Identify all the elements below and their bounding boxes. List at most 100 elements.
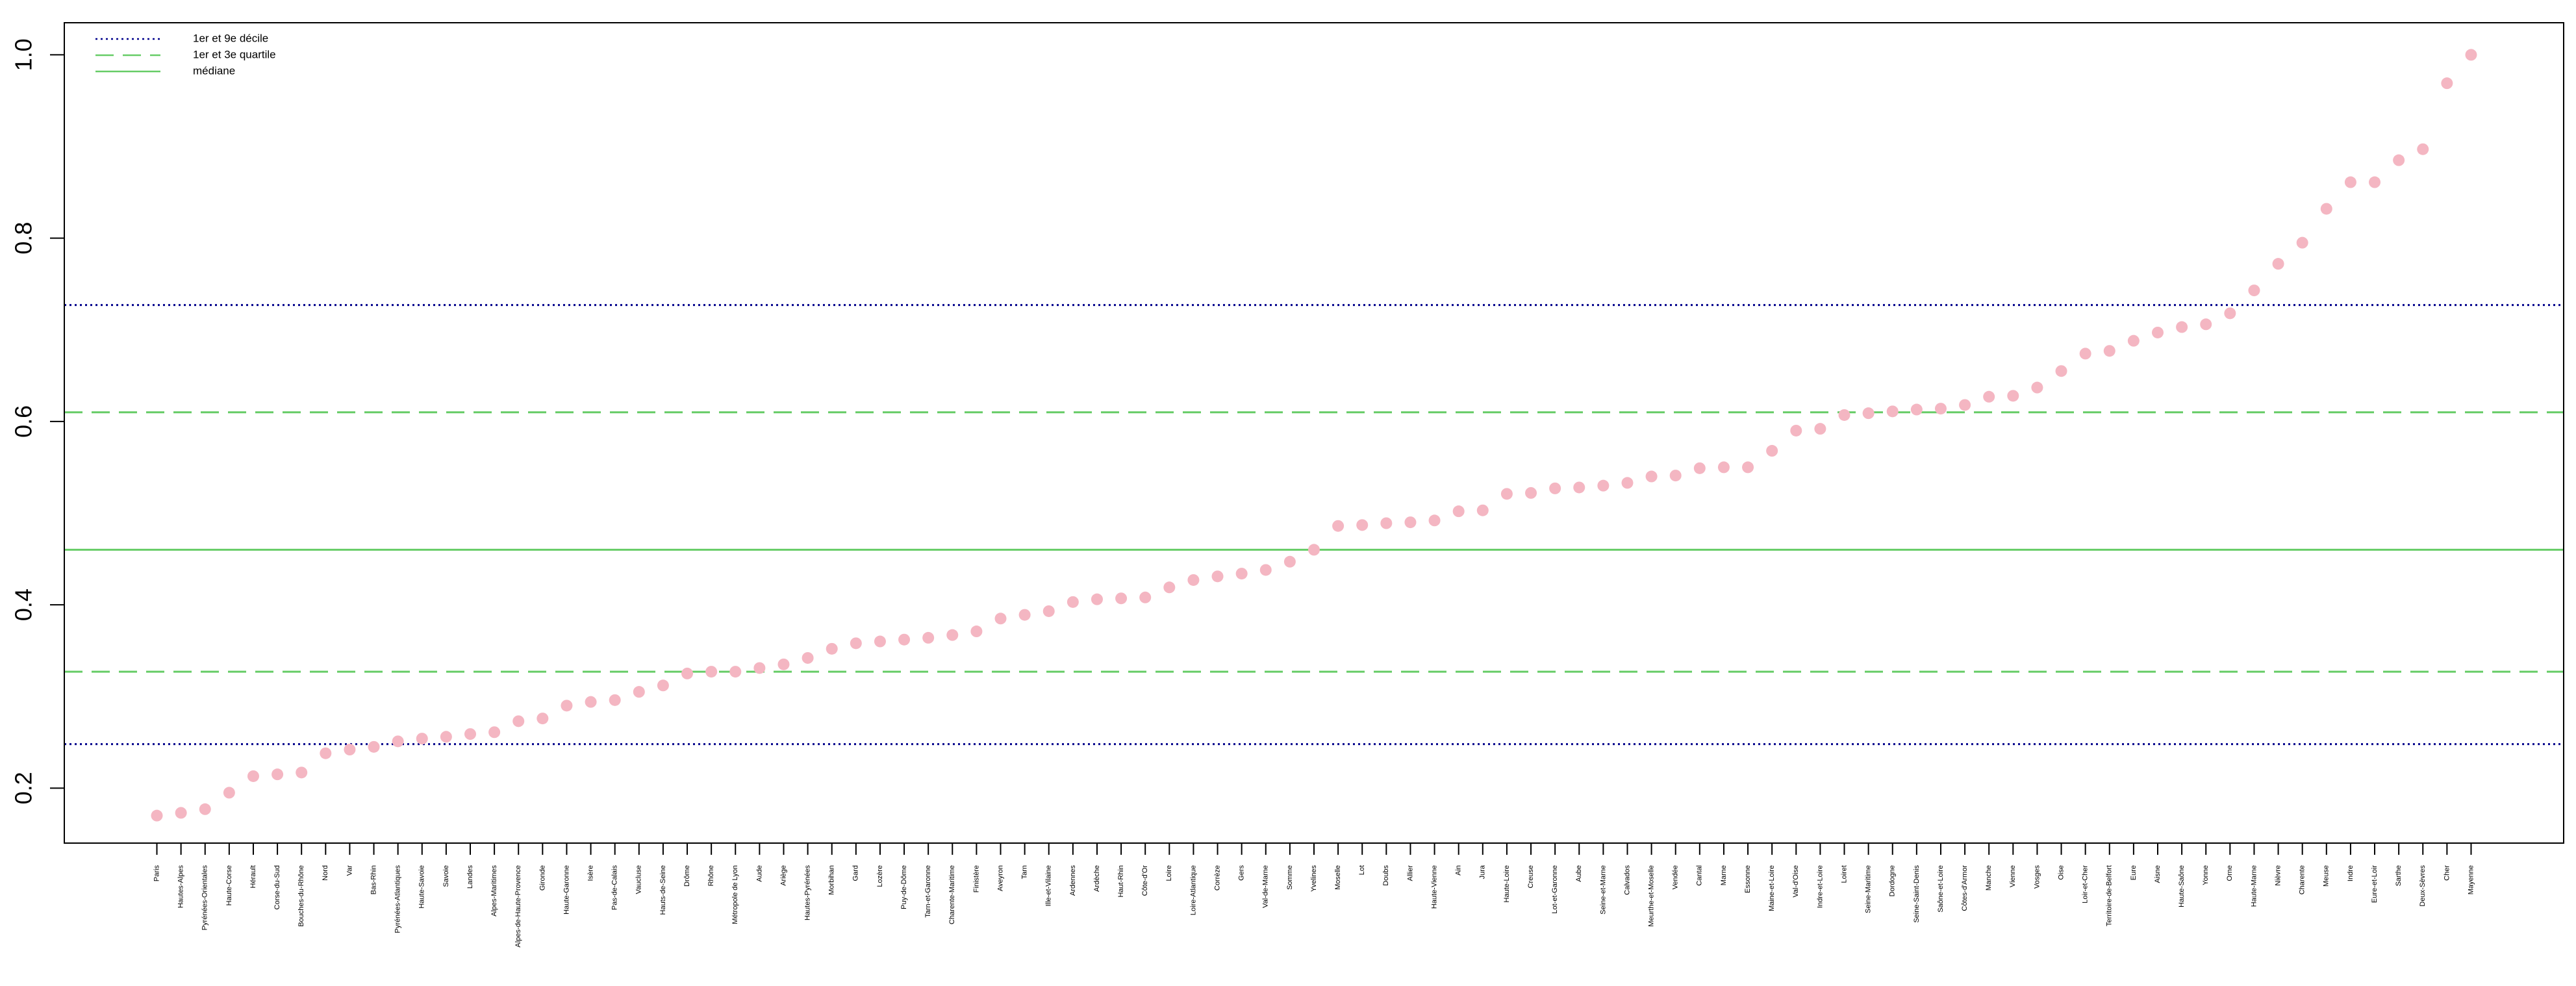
point [320,747,332,759]
x-tick-label: Haute-Vienne [1430,865,1438,909]
point [1476,504,1489,516]
x-tick-label: Marne [1720,865,1728,885]
point [1428,514,1441,527]
point [1115,592,1128,605]
x-tick-label: Pyrénées-Orientales [201,865,209,931]
point [1573,481,1585,494]
x-tick-label: Jura [1479,865,1487,879]
x-tick-label: Loire [1165,865,1173,881]
point [1042,605,1055,617]
point [2441,77,2453,90]
x-tick-label: Ardennes [1069,865,1077,896]
x-tick-label: Doubs [1382,865,1390,886]
x-tick-label: Vaucluse [635,865,643,894]
x-tick-label: Eure [2130,865,2138,880]
x-tick-label: Bouches-du-Rhône [297,865,305,927]
x-tick-label: Ille-et-Vilaine [1045,865,1053,906]
x-tick-label: Cantal [1696,865,1704,886]
x-tick-label: Pas-de-Calais [611,865,619,911]
point [777,658,790,670]
x-tick-label: Côtes-d'Armor [1961,865,1969,911]
y-tick-label: 0.8 [10,222,37,255]
x-tick-label: Gers [1238,865,1246,881]
x-tick-label: Métropole de Lyon [731,865,739,924]
point [271,768,284,781]
point [802,651,814,664]
x-tick-label: Loiret [1840,865,1848,883]
point [1356,519,1369,531]
x-tick-label: Isère [587,865,594,881]
x-tick-label: Haute-Savoie [418,865,426,909]
x-tick-label: Savoie [442,865,450,887]
point [633,686,645,698]
x-tick-label: Indre [2347,865,2355,881]
x-tick-label: Orne [2226,865,2234,881]
x-tick-label: Hautes-Pyrénées [804,865,812,920]
x-tick-label: Charente-Maritime [948,865,956,924]
x-tick-label: Haute-Garonne [562,865,570,915]
point [1717,461,1730,474]
point [898,633,911,646]
x-tick-label: Essonne [1744,865,1752,893]
point [1645,470,1658,483]
x-tick-label: Yvelines [1310,865,1318,892]
point [2127,335,2140,347]
point [2079,348,2091,360]
point [561,700,573,712]
x-tick-label: Allier [1406,865,1414,881]
x-tick-label: Aube [1575,865,1583,882]
x-tick-label: Haute-Corse [225,865,233,905]
point [2151,326,2164,338]
x-tick-label: Saône-et-Loire [1937,865,1945,913]
legend-label: médiane [193,64,235,77]
point [1597,479,1610,492]
point [416,733,428,745]
x-tick-label: Dordogne [1889,865,1897,896]
point [1283,555,1296,568]
point [2369,176,2381,188]
x-tick-label: Côte-d'Or [1141,865,1149,896]
x-tick-label: Lot-et-Garonne [1551,865,1559,914]
x-tick-label: Nord [322,865,329,881]
point [223,787,235,799]
x-tick-label: Loir-et-Cher [2082,865,2090,904]
x-tick-label: Landes [466,865,474,889]
x-tick-label: Charente [2299,865,2306,894]
point [2248,284,2260,297]
x-tick-label: Pyrénées-Atlantiques [394,865,402,933]
point [1621,477,1634,489]
point [2224,307,2236,320]
x-tick-label: Cher [2443,865,2451,881]
point [1018,609,1031,621]
x-tick-label: Hautes-Alpes [177,865,185,909]
legend-label: 1er et 3e quartile [193,48,276,60]
x-tick-label: Var [346,865,353,876]
y-tick-label: 1.0 [10,38,37,71]
point [2417,143,2429,155]
point [1163,581,1176,594]
point [1549,482,1561,494]
point [537,713,549,725]
x-tick-label: Vendée [1672,865,1680,889]
point [1067,596,1079,608]
point [2393,154,2405,166]
point [1910,403,1923,416]
point [1211,570,1224,583]
point [1983,390,1995,403]
point [1934,403,1947,415]
x-tick-label: Ardèche [1093,865,1101,892]
x-tick-label: Haute-Loire [1503,865,1511,902]
point [2007,390,2019,402]
point [1404,516,1417,529]
x-tick-label: Gironde [538,865,546,891]
x-tick-label: Eure-et-Loir [2371,865,2379,903]
x-tick-label: Tarn-et-Garonne [924,865,932,918]
x-tick-label: Manche [1985,865,1993,891]
x-tick-label: Calvados [1623,865,1631,895]
point [1693,462,1706,474]
point [585,696,597,708]
x-tick-label: Alpes-Maritimes [490,865,498,916]
x-tick-label: Mayenne [2467,865,2475,894]
point [296,766,308,779]
point [2344,176,2356,188]
